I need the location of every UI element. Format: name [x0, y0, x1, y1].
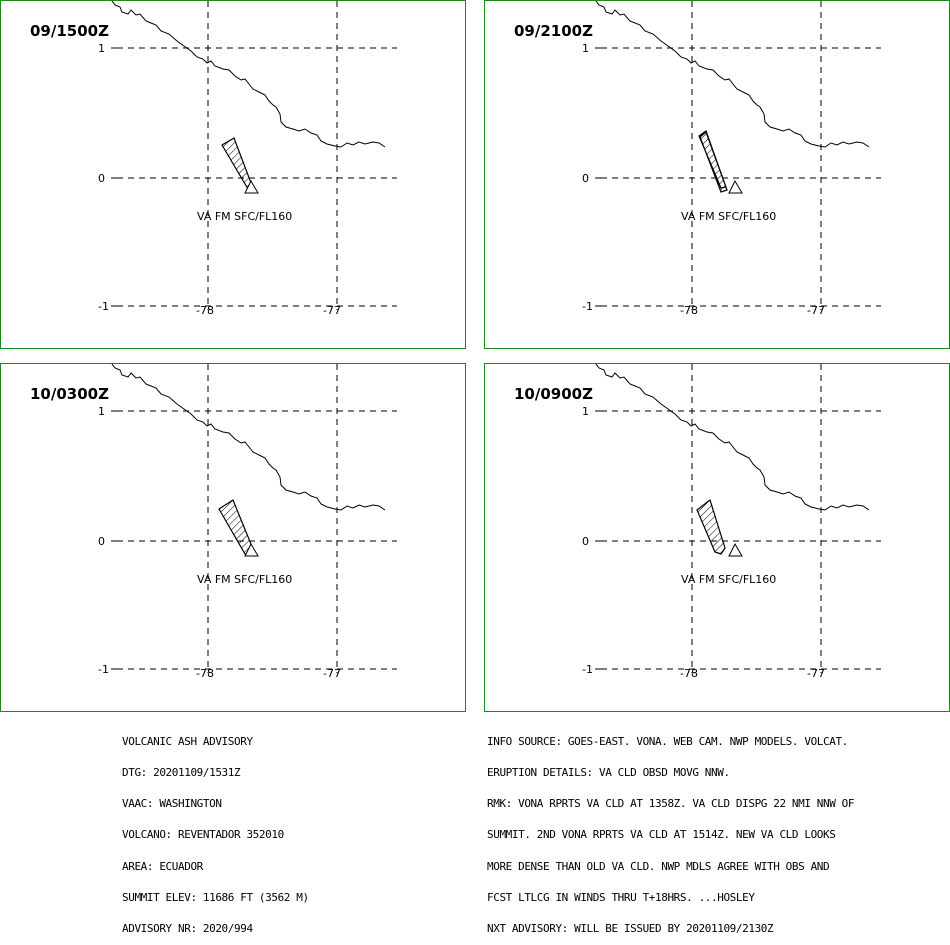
valid-time-title: 09/2100Z: [514, 22, 593, 40]
coastline: [595, 364, 870, 511]
lat-label-1: 1: [582, 405, 589, 418]
lon-label-77: -77: [323, 304, 341, 317]
advisory-line: VOLCANO: REVENTADOR 352010: [122, 828, 284, 842]
lon-label-78: -78: [680, 304, 698, 317]
lat-label-minus1: -1: [98, 300, 109, 313]
volcano-triangle-icon: [244, 542, 259, 557]
ash-cloud-polygon: [221, 137, 255, 190]
lon-label-77: -77: [807, 304, 825, 317]
coastline: [111, 1, 386, 148]
lat-label-0: 0: [582, 535, 589, 548]
lat-label-1: 1: [98, 405, 105, 418]
lon-label-77: -77: [323, 667, 341, 680]
lat-label-minus1: -1: [582, 663, 593, 676]
forecast-panel-2: 09/2100Z 1 0 -1 -78 -77 VA FM SFC/FL160: [484, 0, 950, 349]
ash-cloud-polygon: [696, 498, 726, 555]
map-canvas: 09/2100Z 1 0 -1 -78 -77 VA FM SFC/FL160: [514, 1, 881, 317]
lat-label-minus1: -1: [98, 663, 109, 676]
volcano-triangle-icon: [728, 179, 743, 194]
lat-lon-grid: [601, 364, 881, 673]
advisory-remarks-block: INFO SOURCE: GOES-EAST. VONA. WEB CAM. N…: [487, 716, 855, 945]
tick-marks: [111, 410, 117, 670]
lat-lon-grid: [117, 364, 397, 673]
map-canvas: 10/0300Z 1 0 -1 -78 -77 VA FM SFC/FL160: [30, 364, 397, 680]
lat-label-0: 0: [98, 172, 105, 185]
lat-label-minus1: -1: [582, 300, 593, 313]
coastline: [595, 1, 870, 148]
va-level-label: VA FM SFC/FL160: [681, 573, 776, 586]
va-level-label: VA FM SFC/FL160: [197, 573, 292, 586]
remarks-line: ERUPTION DETAILS: VA CLD OBSD MOVG NNW.: [487, 766, 730, 780]
lat-lon-grid: [117, 1, 397, 310]
lon-label-78: -78: [196, 304, 214, 317]
remarks-line: SUMMIT. 2ND VONA RPRTS VA CLD AT 1514Z. …: [487, 828, 836, 842]
forecast-panel-1: 09/1500Z 1 0 -1 -78 -77 VA FM SFC/FL160: [0, 0, 466, 349]
coastline: [111, 364, 386, 511]
valid-time-title: 10/0900Z: [514, 385, 593, 403]
remarks-line: NXT ADVISORY: WILL BE ISSUED BY 20201109…: [487, 922, 774, 936]
va-level-label: VA FM SFC/FL160: [681, 210, 776, 223]
remarks-line: FCST LTLCG IN WINDS THRU T+18HRS. ...HOS…: [487, 890, 755, 904]
forecast-panel-4: 10/0900Z 1 0 -1 -78 -77 VA FM SFC/FL160: [484, 363, 950, 712]
advisory-line: ADVISORY NR: 2020/994: [122, 922, 253, 936]
tick-marks: [595, 47, 601, 307]
advisory-header-block: VOLCANIC ASH ADVISORY DTG: 20201109/1531…: [122, 716, 309, 945]
lat-label-1: 1: [98, 42, 105, 55]
va-level-label: VA FM SFC/FL160: [197, 210, 292, 223]
lat-label-0: 0: [582, 172, 589, 185]
ash-cloud-polygon: [218, 499, 254, 555]
advisory-line: DTG: 20201109/1531Z: [122, 766, 241, 780]
remarks-line: MORE DENSE THAN OLD VA CLD. NWP MDLS AGR…: [487, 859, 830, 873]
lat-label-1: 1: [582, 42, 589, 55]
map-canvas: 09/1500Z 1 0 -1 -78 -77 VA FM SFC/FL160: [30, 1, 397, 317]
tick-marks: [595, 410, 601, 670]
advisory-line: VOLCANIC ASH ADVISORY: [122, 734, 253, 748]
valid-time-title: 10/0300Z: [30, 385, 109, 403]
lon-label-78: -78: [196, 667, 214, 680]
advisory-line: SUMMIT ELEV: 11686 FT (3562 M): [122, 890, 309, 904]
forecast-panel-3: 10/0300Z 1 0 -1 -78 -77 VA FM SFC/FL160: [0, 363, 466, 712]
lon-label-77: -77: [807, 667, 825, 680]
remarks-line: INFO SOURCE: GOES-EAST. VONA. WEB CAM. N…: [487, 734, 848, 748]
volcano-triangle-icon: [244, 179, 259, 194]
lat-label-0: 0: [98, 535, 105, 548]
advisory-line: AREA: ECUADOR: [122, 859, 203, 873]
valid-time-title: 09/1500Z: [30, 22, 109, 40]
lon-label-78: -78: [680, 667, 698, 680]
ash-cloud-polygon: [698, 130, 728, 193]
advisory-line: VAAC: WASHINGTON: [122, 797, 222, 811]
map-canvas: 10/0900Z 1 0 -1 -78 -77 VA FM SFC/FL160: [514, 364, 881, 680]
remarks-line: RMK: VONA RPRTS VA CLD AT 1358Z. VA CLD …: [487, 797, 855, 811]
tick-marks: [111, 47, 117, 307]
volcano-triangle-icon: [728, 542, 743, 557]
lat-lon-grid: [601, 1, 881, 310]
